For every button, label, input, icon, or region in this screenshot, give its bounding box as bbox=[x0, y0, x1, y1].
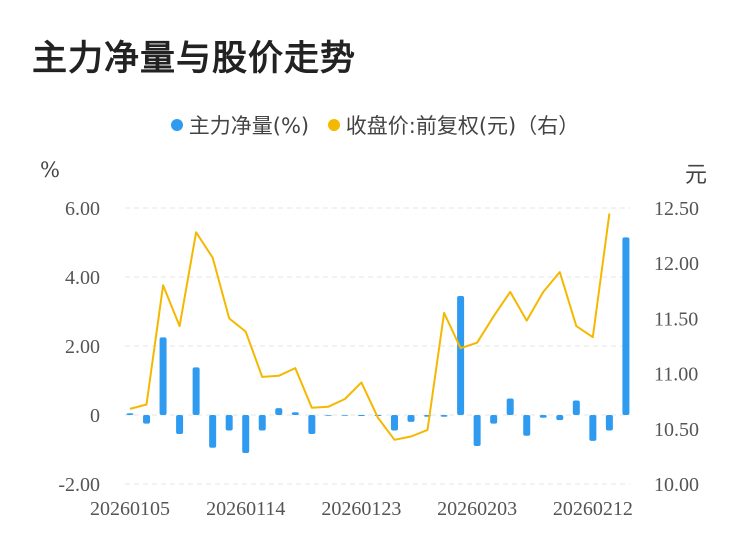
bar bbox=[605, 415, 613, 431]
x-tick-label: 20260123 bbox=[321, 498, 401, 520]
left-axis-unit: % bbox=[40, 158, 60, 182]
bar bbox=[275, 408, 283, 415]
bar bbox=[622, 237, 630, 415]
y-left-tick-label: 2.00 bbox=[65, 336, 100, 358]
y-left-tick-label: -2.00 bbox=[58, 474, 100, 496]
bar bbox=[407, 415, 415, 422]
bar bbox=[589, 415, 597, 441]
y-right-tick-label: 11.50 bbox=[654, 308, 698, 330]
bar bbox=[291, 412, 299, 415]
bar bbox=[440, 415, 448, 417]
bar bbox=[506, 398, 514, 415]
legend-dot-close-price-icon bbox=[327, 119, 340, 131]
x-tick-label: 20260114 bbox=[206, 498, 285, 520]
x-tick-label: 20260105 bbox=[90, 498, 170, 520]
bar bbox=[225, 415, 233, 431]
bar bbox=[572, 400, 580, 415]
bar bbox=[539, 415, 547, 418]
bar bbox=[258, 415, 266, 431]
legend-item-close-price[interactable]: 收盘价:前复权(元)（右） bbox=[327, 110, 580, 140]
bar bbox=[473, 415, 481, 447]
bar bbox=[556, 415, 564, 421]
bar bbox=[457, 295, 465, 415]
bar bbox=[341, 415, 349, 416]
bar bbox=[308, 415, 316, 434]
legend-dot-main-net-icon bbox=[170, 119, 183, 131]
price-line bbox=[129, 213, 611, 441]
bar bbox=[192, 367, 200, 415]
bar bbox=[143, 415, 151, 424]
legend: 主力净量(%) 收盘价:前复权(元)（右） bbox=[0, 110, 750, 140]
bar bbox=[357, 415, 365, 417]
chart-title: 主力净量与股价走势 bbox=[32, 39, 357, 79]
bar bbox=[490, 415, 498, 424]
bar bbox=[209, 415, 217, 448]
y-left-tick-label: 4.00 bbox=[65, 267, 100, 289]
y-right-tick-label: 12.50 bbox=[654, 198, 699, 220]
y-left-tick-label: 0 bbox=[90, 405, 100, 427]
y-right-tick-label: 11.00 bbox=[654, 364, 698, 386]
legend-label-close-price: 收盘价:前复权(元)（右） bbox=[345, 114, 580, 138]
x-tick-label: 20260212 bbox=[553, 498, 633, 520]
y-left-tick-label: 6.00 bbox=[65, 198, 100, 220]
bar bbox=[324, 415, 332, 416]
right-axis-unit: 元 bbox=[685, 163, 708, 188]
bar bbox=[159, 337, 167, 415]
legend-label-main-net: 主力净量(%) bbox=[188, 114, 310, 138]
x-tick-label: 20260203 bbox=[437, 498, 517, 520]
legend-item-main-net[interactable]: 主力净量(%) bbox=[170, 110, 310, 140]
bar bbox=[390, 415, 398, 431]
y-right-tick-label: 10.00 bbox=[654, 474, 699, 496]
bar bbox=[523, 415, 531, 436]
bar bbox=[176, 415, 184, 434]
y-right-tick-label: 12.00 bbox=[654, 253, 699, 275]
bar bbox=[242, 415, 250, 453]
y-right-tick-label: 10.50 bbox=[654, 419, 699, 441]
bar bbox=[126, 413, 134, 415]
